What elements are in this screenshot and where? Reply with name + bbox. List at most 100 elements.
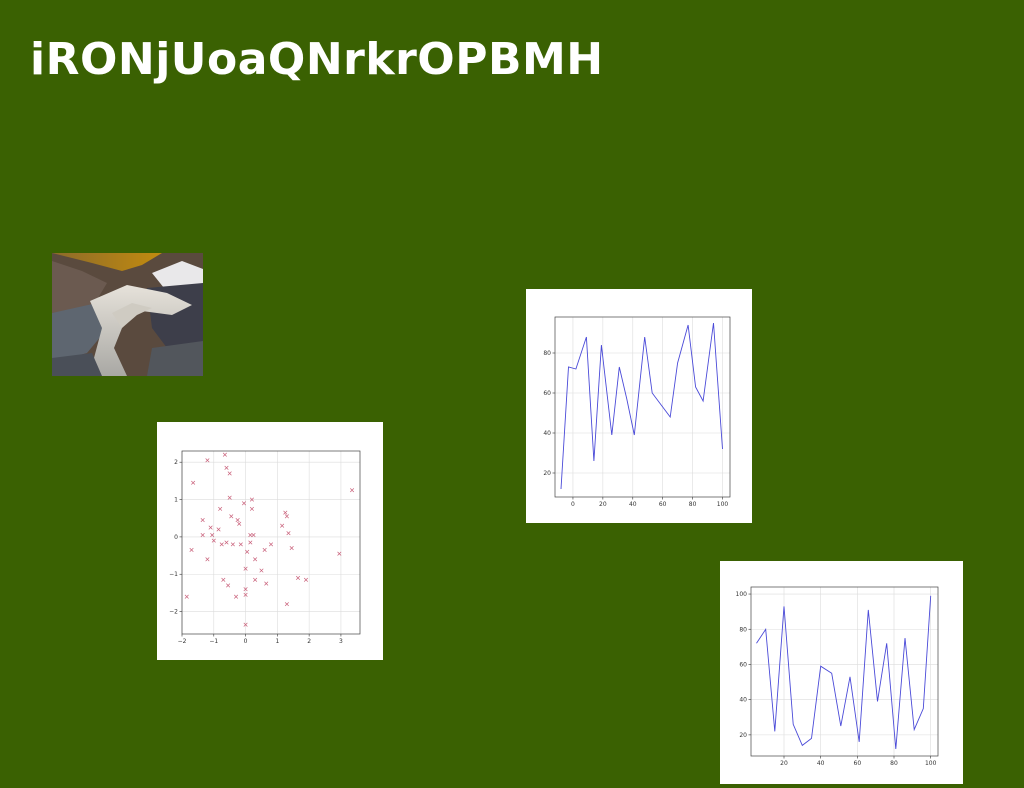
scatter-point [284, 602, 289, 607]
scatter-point-stroke [224, 540, 229, 545]
scatter-point-stroke [249, 506, 254, 511]
scatter-point [224, 465, 229, 470]
glacier-photo [52, 253, 203, 376]
y-tick-label: 20 [543, 470, 551, 477]
plot-frame [554, 316, 731, 498]
scatter-point [303, 577, 309, 582]
scatter-point-stroke [205, 458, 210, 463]
scatter-point [337, 551, 342, 556]
x-tick-label: 20 [780, 760, 788, 767]
plot-frame [181, 450, 361, 635]
scatter-point [184, 594, 189, 599]
scatter-point-stroke [289, 546, 294, 551]
scatter-point [226, 583, 231, 588]
series-line [560, 322, 723, 490]
scatter-point-stroke [227, 471, 232, 476]
scatter-point-stroke [189, 547, 194, 553]
scatter-point [248, 532, 253, 538]
scatter-point-stroke [243, 587, 248, 592]
scatter-point-stroke [253, 557, 258, 562]
line-chart-panel-2: 20 40 60 80 100 20 40 60 80 100 [720, 561, 963, 784]
scatter-point [350, 488, 355, 493]
scatter-point [245, 549, 250, 554]
scatter-point [289, 546, 294, 551]
scatter-point-stroke [259, 568, 264, 573]
scatter-point [218, 506, 223, 511]
x-tick-label: 60 [854, 760, 862, 767]
scatter-point [210, 532, 215, 538]
scatter-point-stroke [243, 566, 248, 571]
scatter-point-stroke [216, 527, 221, 532]
scatter-point [205, 557, 210, 562]
scatter-point-stroke [211, 538, 216, 543]
scatter-point-stroke [218, 506, 223, 511]
scatter-point-stroke [284, 514, 289, 519]
page-title: iRONjUoaQNrkrOPBMH [30, 34, 604, 85]
scatter-point-stroke [262, 547, 267, 553]
scatter-point-stroke [337, 551, 342, 556]
y-tick-label: 60 [543, 390, 551, 397]
scatter-point-stroke [303, 577, 309, 582]
scatter-point [243, 622, 248, 627]
x-tick-label: 20 [599, 501, 607, 508]
scatter-point [251, 532, 256, 538]
scatter-point [229, 514, 234, 519]
scatter-point-stroke [235, 518, 240, 523]
x-tick-label: 60 [659, 501, 667, 508]
scatter-point-stroke [184, 594, 189, 599]
scatter-point-stroke [268, 542, 274, 547]
scatter-point [208, 525, 213, 530]
x-tick-label: 3 [339, 638, 343, 645]
x-tick-label: 1 [275, 638, 279, 645]
scatter-point-stroke [208, 525, 213, 530]
scatter-point [249, 497, 254, 502]
glacier-valley-photo [52, 253, 203, 376]
line-chart-1: 0 20 40 60 80 100 20 40 60 80 [543, 316, 731, 508]
scatter-point [227, 471, 232, 476]
x-tick-label: −1 [209, 638, 218, 645]
y-tick-label: −1 [169, 571, 178, 578]
scatter-point [295, 575, 301, 581]
scatter-point-stroke [200, 518, 205, 523]
scatter-point [264, 581, 269, 586]
x-tick-label: 100 [925, 760, 937, 767]
scatter-point [230, 542, 235, 547]
scatter-point [191, 480, 196, 485]
scatter-point-stroke [222, 452, 227, 457]
scatter-point-stroke [243, 622, 248, 627]
x-tick-label: −2 [178, 638, 187, 645]
scatter-point [284, 514, 289, 519]
y-tick-label: 80 [543, 350, 551, 357]
scatter-point-stroke [295, 575, 301, 581]
y-tick-label: 0 [174, 534, 178, 541]
line-chart-panel-1: 0 20 40 60 80 100 20 40 60 80 [526, 289, 752, 523]
scatter-point [238, 542, 243, 547]
scatter-point [235, 518, 240, 523]
scatter-point [211, 538, 216, 543]
y-tick-label: 40 [739, 697, 747, 704]
scatter-point-stroke [233, 594, 239, 599]
scatter-point [237, 521, 242, 526]
scatter-point-stroke [227, 495, 232, 500]
scatter-point-stroke [241, 501, 247, 506]
scatter-point-stroke [253, 577, 258, 582]
scatter-point [200, 518, 205, 523]
plot-frame [750, 586, 939, 757]
scatter-point-stroke [350, 488, 355, 493]
scatter-point [205, 458, 210, 463]
y-tick-label: 100 [736, 591, 748, 598]
y-tick-label: 1 [174, 497, 178, 504]
scatter-point [268, 542, 274, 547]
scatter-point [216, 527, 221, 532]
scatter-point-stroke [226, 583, 231, 588]
scatter-point-stroke [238, 542, 243, 547]
scatter-point [243, 566, 248, 571]
x-tick-label: 80 [689, 501, 697, 508]
x-tick-label: 40 [817, 760, 825, 767]
scatter-point-stroke [249, 497, 254, 502]
scatter-point-stroke [210, 532, 215, 538]
series-line [756, 595, 932, 750]
scatter-point [253, 557, 258, 562]
scatter-point-stroke [245, 549, 250, 554]
scatter-point-stroke [219, 542, 224, 547]
